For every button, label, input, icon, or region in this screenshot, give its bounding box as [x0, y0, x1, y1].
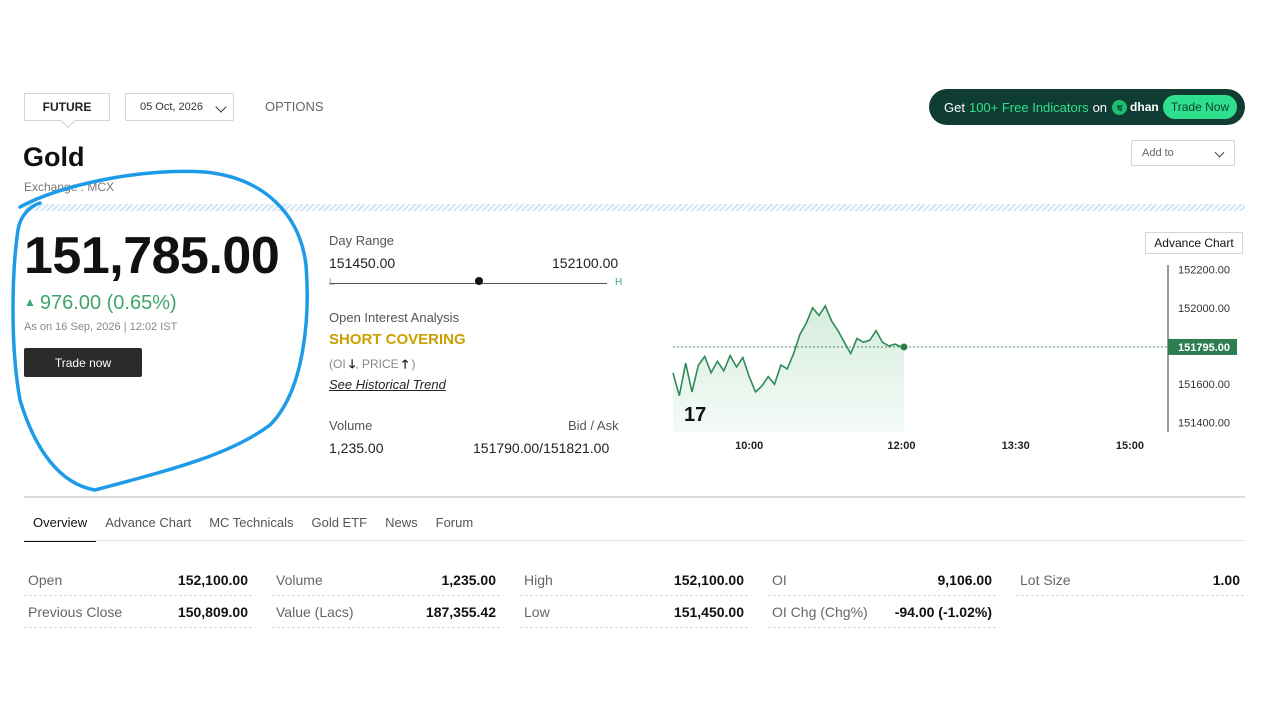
range-high-marker: H: [615, 277, 623, 288]
y-tick-label: 151400.00: [1178, 417, 1230, 429]
tab-mc-technicals[interactable]: MC Technicals: [209, 515, 294, 530]
detail-tabs: Overview Advance Chart MC Technicals Gold E…: [24, 512, 482, 542]
day-range-bar: [329, 283, 607, 284]
day-low-value: 151450.00: [329, 255, 396, 271]
bid-ask-value: 151790.00/151821.00: [473, 440, 610, 456]
stat-volume: Volume 1,235.00: [272, 564, 500, 596]
page-title: Gold: [23, 142, 85, 172]
last-price-dot: [900, 343, 908, 351]
expiry-date-value: 05 Oct, 2026: [140, 101, 203, 113]
stat-value: 1,235.00: [441, 571, 497, 588]
price-change-value: 976.00 (0.65%): [39, 292, 177, 314]
stat-value-lacs: Value (Lacs) 187,355.42: [272, 596, 500, 628]
stat-label: Volume: [276, 571, 323, 588]
stat-label: Value (Lacs): [276, 603, 354, 620]
stat-label: Previous Close: [28, 603, 123, 620]
x-tick-label: 15:00: [1116, 440, 1144, 452]
dhan-logo-icon: ध: [1112, 99, 1128, 115]
stat-value: 152,100.00: [177, 571, 248, 588]
arrow-down-icon: 🡓: [349, 357, 356, 371]
stat-label: Lot Size: [1020, 571, 1071, 588]
stat-value: 187,355.42: [425, 603, 496, 620]
stat-label: OI Chg (Chg%): [772, 603, 868, 620]
banner-on: on: [1092, 99, 1108, 115]
expiry-date-select[interactable]: 05 Oct, 2026: [125, 93, 234, 121]
oi-note: (OI 🡓, PRICE 🡑 ): [329, 355, 416, 376]
stat-previous-close: Previous Close 150,809.00: [24, 596, 252, 628]
stat-value: 9,106.00: [937, 571, 993, 588]
tradingview-logo-icon: 17: [684, 404, 706, 426]
stat-oi-chg-chg: OI Chg (Chg%) -94.00 (-1.02%): [768, 596, 996, 628]
tabs-underline: [24, 540, 1245, 541]
day-range-label: Day Range: [329, 233, 395, 248]
oi-analysis-label: Open Interest Analysis: [329, 310, 460, 325]
stat-value: 150,809.00: [177, 603, 248, 620]
tab-future[interactable]: FUTURE: [24, 93, 110, 121]
intraday-price-chart[interactable]: 152200.00 152000.00 151600.00 151400.00 1517…: [660, 255, 1245, 460]
oi-note-mid: , PRICE: [355, 357, 399, 371]
stat-lot-size: Lot Size 1.00: [1016, 564, 1244, 596]
tab-gold-etf[interactable]: Gold ETF: [311, 515, 368, 530]
section-divider: [24, 496, 1245, 498]
stat-oi: OI 9,106.00: [768, 564, 996, 596]
advance-chart-button[interactable]: Advance Chart: [1145, 232, 1243, 254]
stat-value: 151,450.00: [673, 603, 744, 620]
stat-label: OI: [772, 571, 787, 588]
current-price-badge: [1168, 338, 1237, 355]
bid-ask-label: Bid / Ask: [568, 418, 619, 433]
add-to-dropdown[interactable]: Add to: [1131, 140, 1235, 166]
price-line: [672, 304, 905, 396]
banner-highlight: 100+ Free Indicators: [968, 99, 1089, 115]
tab-forum[interactable]: Forum: [435, 515, 474, 530]
y-tick-label: 152200.00: [1178, 265, 1230, 277]
stat-open: Open 152,100.00: [24, 564, 252, 596]
chevron-down-icon: [215, 101, 227, 113]
tab-options[interactable]: OPTIONS: [265, 99, 324, 114]
historical-trend-link[interactable]: See Historical Trend: [329, 377, 446, 392]
tab-overview[interactable]: Overview: [24, 512, 97, 542]
range-low-marker: L: [329, 277, 335, 288]
chevron-down-icon: [1214, 147, 1225, 158]
price-area-fill: [673, 305, 904, 432]
y-tick-label: 152000.00: [1178, 303, 1230, 315]
x-tick-label: 10:00: [735, 440, 763, 452]
volume-label: Volume: [329, 418, 373, 433]
up-triangle-icon: ▲: [24, 295, 36, 309]
day-range-marker: [475, 277, 483, 285]
x-tick-label: 13:30: [1002, 440, 1030, 452]
y-tick-label: 151600.00: [1178, 379, 1230, 391]
last-price: 151,785.00: [24, 227, 280, 285]
dhan-brand: dhan: [1130, 100, 1159, 114]
oi-note-suffix: ): [411, 357, 416, 371]
add-to-label: Add to: [1142, 147, 1174, 159]
day-high-value: 152100.00: [552, 255, 619, 271]
tab-advance-chart[interactable]: Advance Chart: [105, 515, 192, 530]
dhan-promo-banner[interactable]: Get 100+ Free Indicators on ध dhan Trade…: [929, 89, 1245, 125]
banner-prefix: Get: [944, 99, 965, 115]
dhan-trade-now-button[interactable]: Trade Now: [1163, 95, 1237, 119]
stat-high: High 152,100.00: [520, 564, 748, 596]
stat-label: High: [524, 571, 553, 588]
stat-low: Low 151,450.00: [520, 596, 748, 628]
volume-value: 1,235.00: [329, 440, 384, 456]
oi-status: SHORT COVERING: [329, 331, 466, 348]
tab-news[interactable]: News: [385, 515, 418, 530]
x-tick-label: 12:00: [887, 440, 915, 452]
stat-value: -94.00 (-1.02%): [894, 603, 992, 620]
trade-now-button[interactable]: Trade now: [24, 348, 142, 377]
price-change: ▲ 976.00 (0.65%): [24, 292, 177, 315]
stat-label: Open: [28, 571, 63, 588]
current-price-label: 151795.00: [1178, 342, 1230, 354]
stat-value: 1.00: [1212, 571, 1240, 588]
oi-note-prefix: (OI: [329, 357, 346, 371]
divider-stripe: [24, 204, 1245, 211]
stat-value: 152,100.00: [673, 571, 744, 588]
exchange-label: Exchange : MCX: [24, 180, 115, 194]
arrow-up-icon: 🡑: [401, 357, 409, 371]
stat-label: Low: [524, 603, 550, 620]
as-of-timestamp: As on 16 Sep, 2026 | 12:02 IST: [24, 321, 178, 333]
